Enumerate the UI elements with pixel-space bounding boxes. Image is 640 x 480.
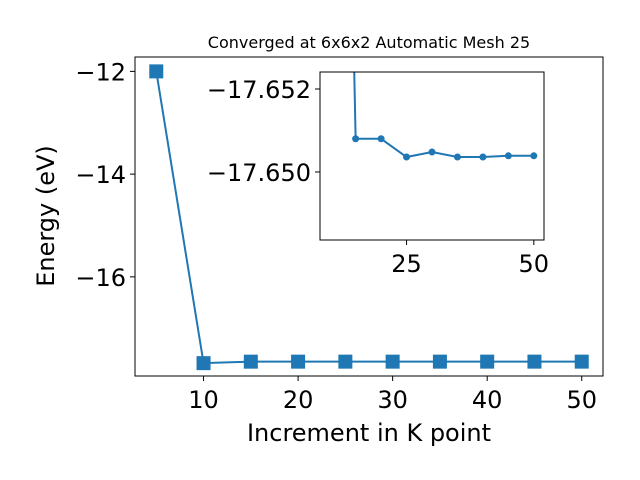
data-marker <box>428 148 436 156</box>
x-tick-label: 50 <box>566 386 597 414</box>
data-marker <box>243 354 258 369</box>
data-marker <box>480 354 495 369</box>
data-marker <box>149 64 164 79</box>
data-line <box>155 71 582 365</box>
data-marker <box>432 354 447 369</box>
x-axis-label: Increment in K point <box>247 419 491 447</box>
x-tick-label: 10 <box>188 386 219 414</box>
x-tick-label: 30 <box>377 386 408 414</box>
data-marker <box>527 354 542 369</box>
data-marker <box>338 354 353 369</box>
y-tick-label: −17.652 <box>207 76 311 104</box>
data-marker <box>352 135 360 143</box>
x-tick-label: 40 <box>472 386 503 414</box>
data-marker <box>530 152 538 160</box>
data-marker <box>196 356 211 371</box>
y-axis-label: Energy (eV) <box>32 145 60 287</box>
x-tick-label: 25 <box>391 250 422 278</box>
y-tick-label: −16 <box>75 264 126 292</box>
data-marker <box>574 354 589 369</box>
plot-content <box>149 64 589 371</box>
data-marker <box>385 354 400 369</box>
plot-content <box>352 72 538 161</box>
data-marker <box>479 153 487 161</box>
x-tick-label: 50 <box>519 250 550 278</box>
data-marker <box>377 135 385 143</box>
y-tick-label: −12 <box>75 58 126 86</box>
data-marker <box>453 153 461 161</box>
data-marker <box>291 354 306 369</box>
data-marker <box>504 152 512 160</box>
axes-frame <box>319 71 545 241</box>
axes-frame <box>134 56 604 377</box>
y-tick-label: −17.650 <box>207 159 311 187</box>
y-tick-label: −14 <box>75 161 126 189</box>
x-tick-label: 20 <box>283 386 314 414</box>
data-marker <box>403 153 411 161</box>
chart-title: Converged at 6x6x2 Automatic Mesh 25 <box>208 33 530 52</box>
